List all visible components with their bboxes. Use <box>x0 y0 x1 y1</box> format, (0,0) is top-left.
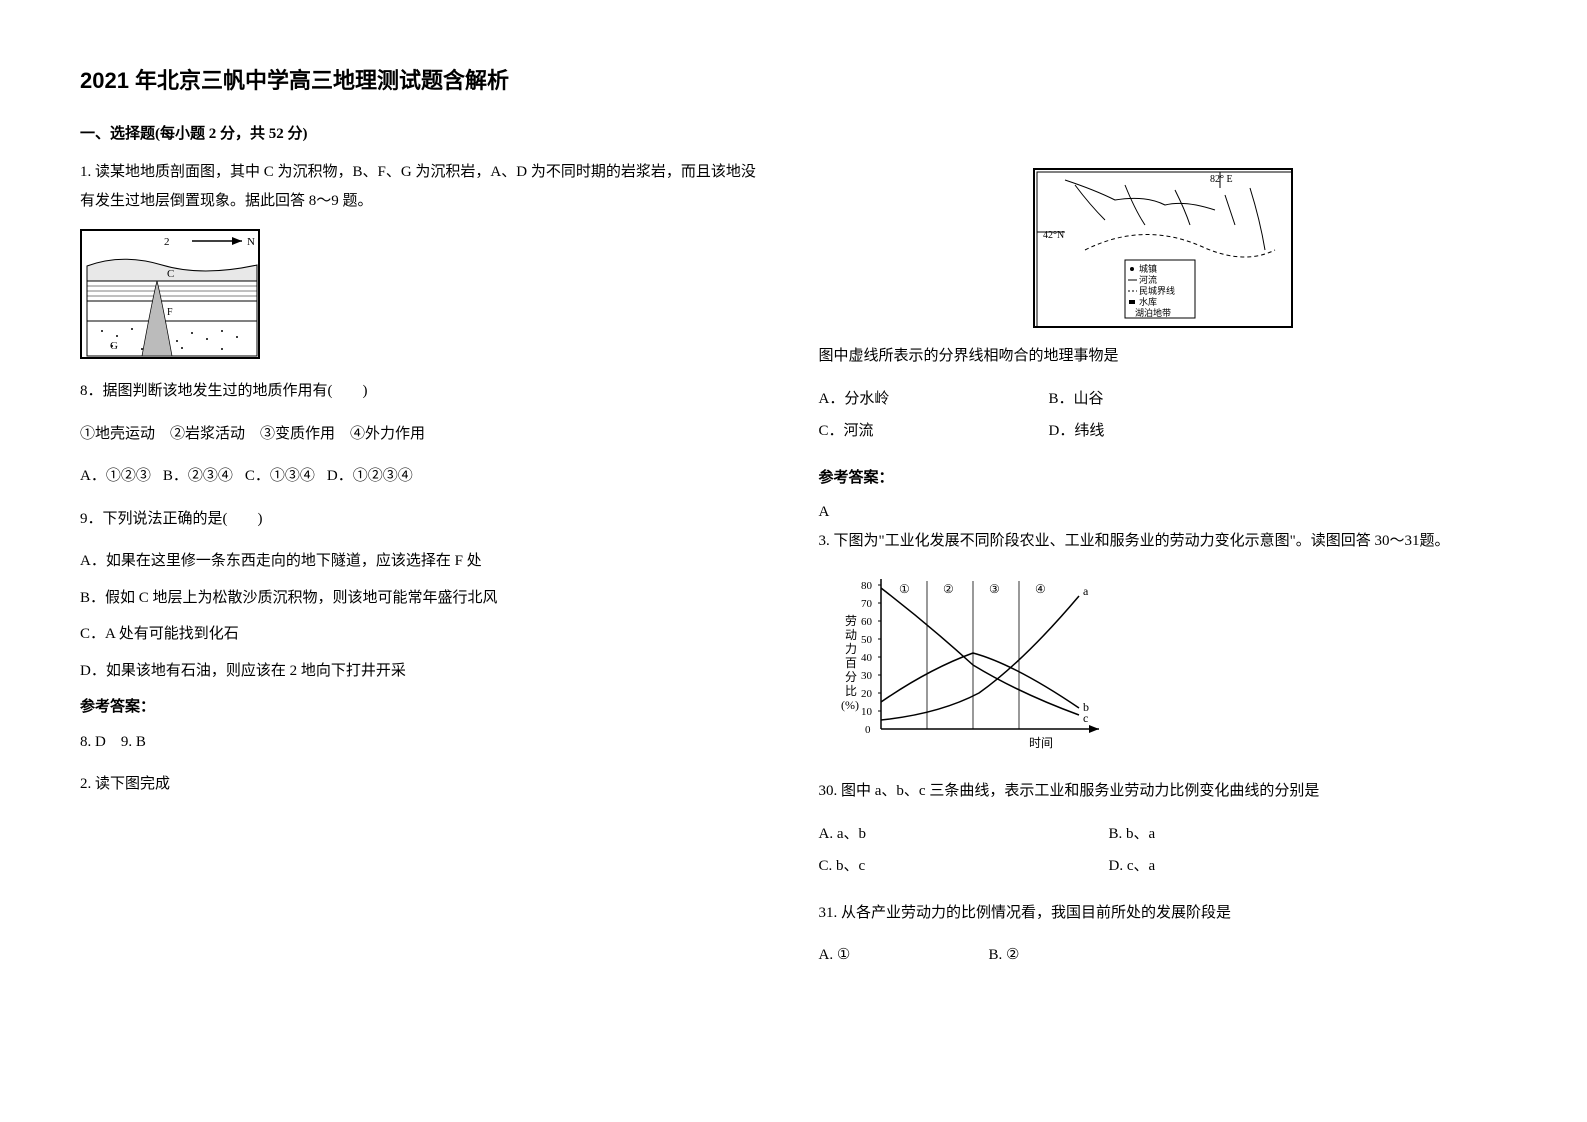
left-column: 1. 读某地地质剖面图，其中 C 为沉积物，B、F、G 为沉积岩，A、D 为不同… <box>80 158 769 988</box>
stage-3: ③ <box>989 582 1000 596</box>
q2-answer: A <box>819 498 1508 527</box>
geology-cross-section-figure: N 2 C F G <box>80 229 260 359</box>
q3-30-opt-b: B. b、a <box>1109 820 1309 849</box>
ylabel-6: 比 <box>845 684 857 698</box>
svg-text:70: 70 <box>861 598 873 610</box>
svg-text:50: 50 <box>861 634 873 646</box>
ylabel-4: 百 <box>845 656 857 670</box>
point-2-label: 2 <box>164 236 170 248</box>
svg-text:0: 0 <box>865 724 871 736</box>
q1-sub9-opt-d: D．如果该地有石油，则应该在 2 地向下打井开采 <box>80 657 769 686</box>
ylabel-7: (%) <box>841 698 859 712</box>
legend-3: 民城界线 <box>1139 285 1175 296</box>
main-title: 2021 年北京三帆中学高三地理测试题含解析 <box>80 60 1507 102</box>
layer-g-label: G <box>110 340 118 352</box>
q2-options: A．分水岭 B．山谷 C．河流 D．纬线 <box>819 385 1508 450</box>
ylabel-3: 力 <box>845 642 857 656</box>
q3-30-opt-a: A. a、b <box>819 820 1079 849</box>
ylabel-5: 分 <box>845 670 857 684</box>
q3-31-opt-a: A. ① <box>819 941 959 970</box>
q1-sub8: 8．据图判断该地发生过的地质作用有( ) <box>80 377 769 406</box>
q3-30-opt-c: C. b、c <box>819 852 1079 881</box>
q1-sub9-opt-b: B．假如 C 地层上为松散沙质沉积物，则该地可能常年盛行北风 <box>80 584 769 613</box>
option-a: A．①②③ <box>80 462 151 491</box>
legend-4: 水库 <box>1139 296 1157 307</box>
q1-sub9-opt-a: A．如果在这里修一条东西走向的地下隧道，应该选择在 F 处 <box>80 547 769 576</box>
q1-sub9-opt-c: C．A 处有可能找到化石 <box>80 620 769 649</box>
q3-sub30: 30. 图中 a、b、c 三条曲线，表示工业和服务业劳动力比例变化曲线的分别是 <box>819 777 1508 806</box>
ylabel-2: 动 <box>845 628 857 642</box>
curve-a-label: a <box>1083 584 1089 598</box>
q1-answer: 8. D 9. B <box>80 728 769 757</box>
xlabel: 时间 <box>1029 736 1053 750</box>
right-column: 82° E 42°N 城镇 河流 民城界线 水库 湖泊地带 <box>819 158 1508 988</box>
curve-c-label: c <box>1083 711 1088 725</box>
q1-sub8-options: A．①②③ B．②③④ C．①③④ D．①②③④ <box>80 462 769 491</box>
option-b: B．②③④ <box>163 462 233 491</box>
legend-1: 城镇 <box>1139 263 1157 274</box>
q2-opt-c: C．河流 <box>819 417 1019 446</box>
stage-1: ① <box>899 582 910 596</box>
layer-f-label: F <box>167 307 173 318</box>
lon-label: 82° E <box>1210 174 1233 185</box>
svg-text:80: 80 <box>861 580 873 592</box>
svg-text:10: 10 <box>861 706 873 718</box>
q2-stem: 图中虚线所表示的分界线相吻合的地理事物是 <box>819 342 1508 371</box>
layer-c-label: C <box>167 268 174 280</box>
north-label: N <box>247 236 255 248</box>
q2-head: 2. 读下图完成 <box>80 770 769 799</box>
q2-opt-d: D．纬线 <box>1049 417 1249 446</box>
stage-4: ④ <box>1035 582 1046 596</box>
q3-sub31-options: A. ① B. ② <box>819 941 1508 974</box>
map-figure: 82° E 42°N 城镇 河流 民城界线 水库 湖泊地带 <box>1033 168 1293 328</box>
legend-5: 湖泊地带 <box>1135 307 1171 318</box>
option-d: D．①②③④ <box>327 462 413 491</box>
legend-2: 河流 <box>1139 274 1157 285</box>
stage-2: ② <box>943 582 954 596</box>
q1-sub9: 9．下列说法正确的是( ) <box>80 505 769 534</box>
q1-answer-label: 参考答案： <box>80 693 769 722</box>
labor-force-chart: 0 10 20 30 40 50 60 70 80 <box>839 569 1119 759</box>
svg-text:30: 30 <box>861 670 873 682</box>
q1-sub8-items: ①地壳运动 ②岩浆活动 ③变质作用 ④外力作用 <box>80 420 769 449</box>
two-column-layout: 1. 读某地地质剖面图，其中 C 为沉积物，B、F、G 为沉积岩，A、D 为不同… <box>80 158 1507 988</box>
q2-opt-b: B．山谷 <box>1049 385 1249 414</box>
svg-text:60: 60 <box>861 616 873 628</box>
section-heading: 一、选择题(每小题 2 分，共 52 分) <box>80 120 1507 149</box>
svg-text:40: 40 <box>861 652 873 664</box>
option-c: C．①③④ <box>245 462 315 491</box>
q3-sub30-options: A. a、b B. b、a C. b、c D. c、a <box>819 820 1508 885</box>
q3-stem: 3. 下图为"工业化发展不同阶段农业、工业和服务业的劳动力变化示意图"。读图回答… <box>819 527 1508 556</box>
ylabel-1: 劳 <box>845 614 857 628</box>
svg-text:20: 20 <box>861 688 873 700</box>
q3-30-opt-d: D. c、a <box>1109 852 1309 881</box>
y-ticks: 0 10 20 30 40 50 60 70 80 <box>861 580 873 736</box>
q3-31-opt-b: B. ② <box>989 941 1189 970</box>
q3-sub31: 31. 从各产业劳动力的比例情况看，我国目前所处的发展阶段是 <box>819 899 1508 928</box>
q2-answer-label: 参考答案： <box>819 464 1508 493</box>
q2-opt-a: A．分水岭 <box>819 385 1019 414</box>
q1-stem: 1. 读某地地质剖面图，其中 C 为沉积物，B、F、G 为沉积岩，A、D 为不同… <box>80 158 769 215</box>
